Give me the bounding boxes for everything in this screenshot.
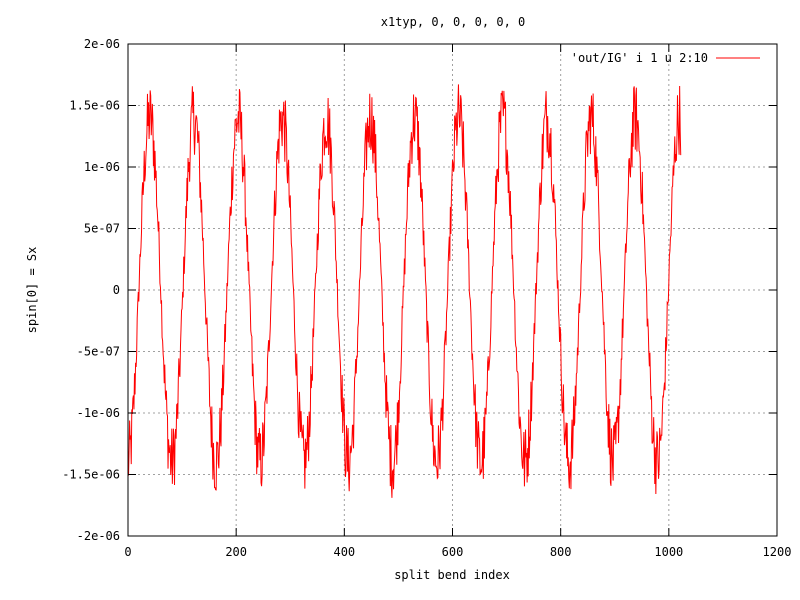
x-tick-label: 400 [333,545,355,559]
y-axis-label: spin[0] = Sx [25,247,39,334]
legend: 'out/IG' i 1 u 2:10 [571,51,760,65]
x-tick-label: 1200 [763,545,792,559]
y-tick-label: 1.5e-06 [69,99,120,113]
y-tick-label: -2e-06 [77,529,120,543]
tick-layer: -2e-06 -1.5e-06 -1e-06 -5e-07 0 5e-07 1e-06 1.5… [62,37,791,559]
series-layer [127,84,682,498]
chart-title: x1typ, 0, 0, 0, 0, 0 [381,15,526,29]
y-tick-label: 0 [113,283,120,297]
y-tick-label: -5e-07 [77,345,120,359]
x-tick-label: 800 [550,545,572,559]
y-tick-label: -1.5e-06 [62,468,120,482]
x-tick-label: 1000 [654,545,683,559]
y-tick-label: 2e-06 [84,37,120,51]
y-tick-label: -1e-06 [77,406,120,420]
legend-label: 'out/IG' i 1 u 2:10 [571,51,708,65]
y-tick-label: 1e-06 [84,160,120,174]
y-tick-label: 5e-07 [84,222,120,236]
x-tick-label: 600 [442,545,464,559]
series-line [127,84,682,498]
x-tick-label: 0 [124,545,131,559]
x-axis-label: split bend index [394,568,510,582]
x-tick-label: 200 [225,545,247,559]
